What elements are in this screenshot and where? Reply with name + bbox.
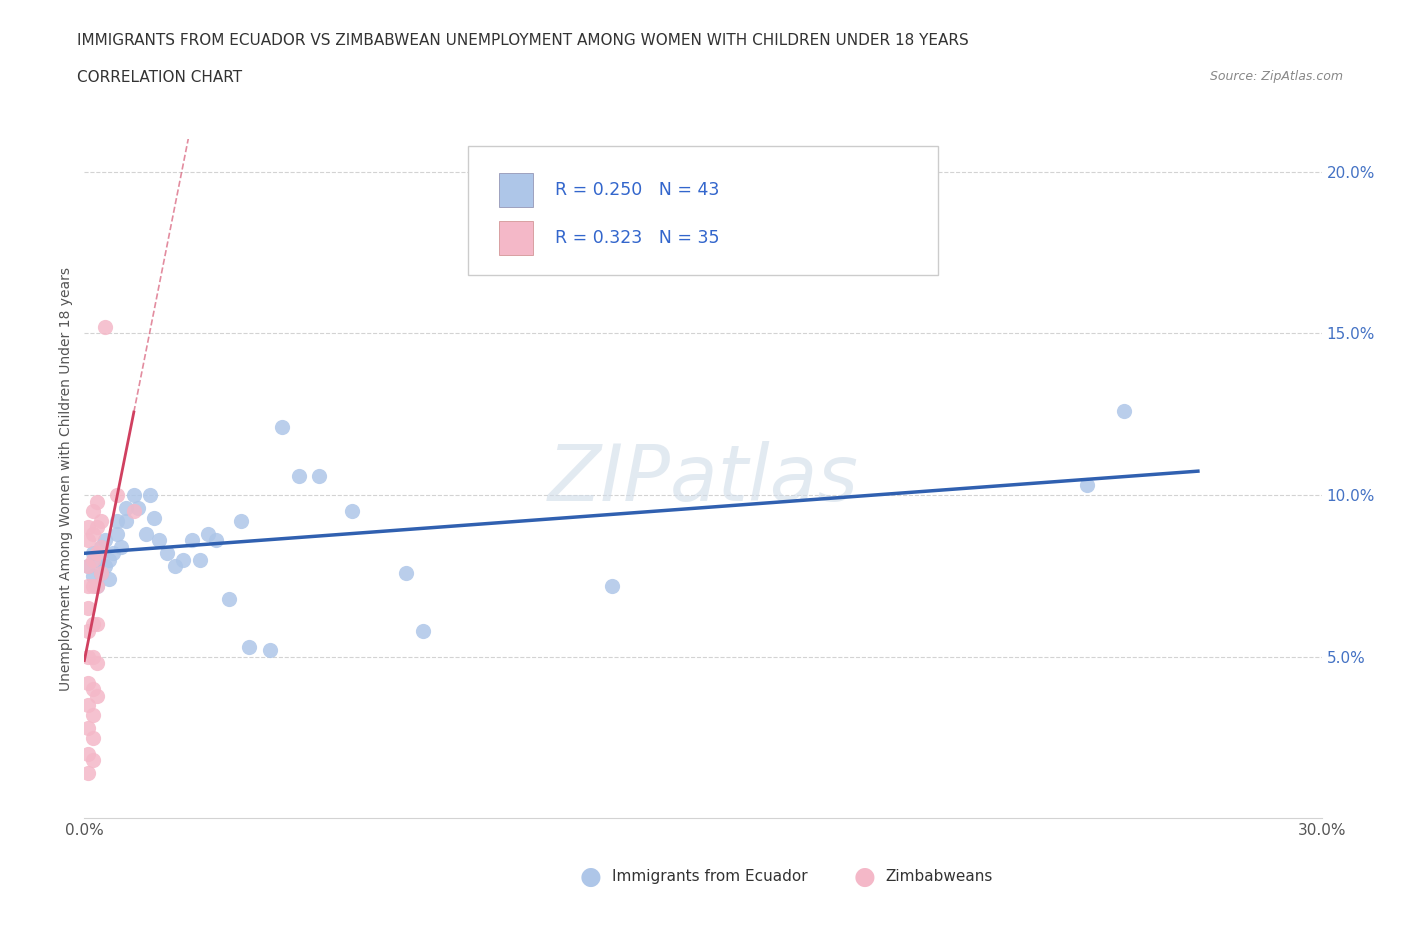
Text: ●: ● <box>853 865 876 889</box>
Point <box>90 539 112 554</box>
FancyBboxPatch shape <box>499 174 533 207</box>
Point <box>82 526 104 541</box>
Point <box>105 487 128 502</box>
Point <box>82 708 104 723</box>
Point <box>600 578 623 593</box>
Point <box>77 765 100 780</box>
Point <box>135 526 157 541</box>
Point <box>90 565 112 580</box>
Point <box>114 513 136 528</box>
Point <box>82 682 104 697</box>
Point <box>143 511 166 525</box>
Point <box>122 504 145 519</box>
Text: Immigrants from Ecuador: Immigrants from Ecuador <box>612 870 807 884</box>
Point <box>94 533 117 548</box>
Point <box>259 643 281 658</box>
Point <box>77 578 100 593</box>
Point <box>77 721 100 736</box>
Point <box>110 539 132 554</box>
Point <box>395 565 418 580</box>
Point <box>122 487 145 502</box>
Point <box>77 746 100 761</box>
Point <box>86 617 108 631</box>
Point <box>139 487 162 502</box>
Point <box>77 601 100 616</box>
Point <box>82 546 104 561</box>
FancyBboxPatch shape <box>499 221 533 255</box>
Point <box>82 568 104 583</box>
Point <box>1076 478 1098 493</box>
Point <box>172 552 194 567</box>
Point <box>114 500 136 515</box>
FancyBboxPatch shape <box>468 146 938 275</box>
Point <box>165 559 187 574</box>
Point <box>86 546 108 561</box>
Text: ZIPatlas: ZIPatlas <box>547 441 859 517</box>
Point <box>90 513 112 528</box>
Point <box>86 688 108 703</box>
Point <box>105 513 128 528</box>
Point <box>1112 404 1135 418</box>
Point <box>412 623 434 638</box>
Point <box>77 698 100 712</box>
Point <box>205 533 228 548</box>
Point <box>94 559 117 574</box>
Point <box>77 675 100 690</box>
Point <box>82 552 104 567</box>
Text: Zimbabweans: Zimbabweans <box>886 870 993 884</box>
Point <box>86 552 108 567</box>
Point <box>82 578 104 593</box>
Point <box>288 469 311 484</box>
Point <box>82 617 104 631</box>
Point <box>180 533 202 548</box>
Text: R = 0.323   N = 35: R = 0.323 N = 35 <box>554 229 718 247</box>
Y-axis label: Unemployment Among Women with Children Under 18 years: Unemployment Among Women with Children U… <box>59 267 73 691</box>
Point <box>271 419 294 434</box>
Point <box>238 640 260 655</box>
Text: CORRELATION CHART: CORRELATION CHART <box>77 70 242 85</box>
Point <box>229 513 252 528</box>
Point <box>82 649 104 664</box>
Point <box>197 526 219 541</box>
Point <box>86 656 108 671</box>
Point <box>77 649 100 664</box>
Point <box>86 578 108 593</box>
Text: IMMIGRANTS FROM ECUADOR VS ZIMBABWEAN UNEMPLOYMENT AMONG WOMEN WITH CHILDREN UND: IMMIGRANTS FROM ECUADOR VS ZIMBABWEAN UN… <box>77 33 969 47</box>
Point <box>342 504 364 519</box>
Text: Source: ZipAtlas.com: Source: ZipAtlas.com <box>1209 70 1343 83</box>
Point <box>94 320 117 335</box>
Point <box>82 504 104 519</box>
Point <box>77 559 100 574</box>
Text: R = 0.250   N = 43: R = 0.250 N = 43 <box>554 181 718 199</box>
Point <box>86 520 108 535</box>
Point <box>148 533 170 548</box>
Point <box>218 591 240 606</box>
Point <box>90 539 112 554</box>
Point <box>77 559 100 574</box>
Point <box>77 623 100 638</box>
Point <box>98 552 121 567</box>
Point <box>77 533 100 548</box>
Point <box>308 469 330 484</box>
Text: ●: ● <box>579 865 602 889</box>
Point <box>82 752 104 767</box>
Point <box>98 572 121 587</box>
Point <box>90 565 112 580</box>
Point <box>82 730 104 745</box>
Point <box>156 546 179 561</box>
Point <box>105 526 128 541</box>
Point <box>127 500 149 515</box>
Point <box>86 494 108 509</box>
Point <box>103 546 125 561</box>
Point <box>77 520 100 535</box>
Point <box>188 552 211 567</box>
Point <box>86 578 108 593</box>
